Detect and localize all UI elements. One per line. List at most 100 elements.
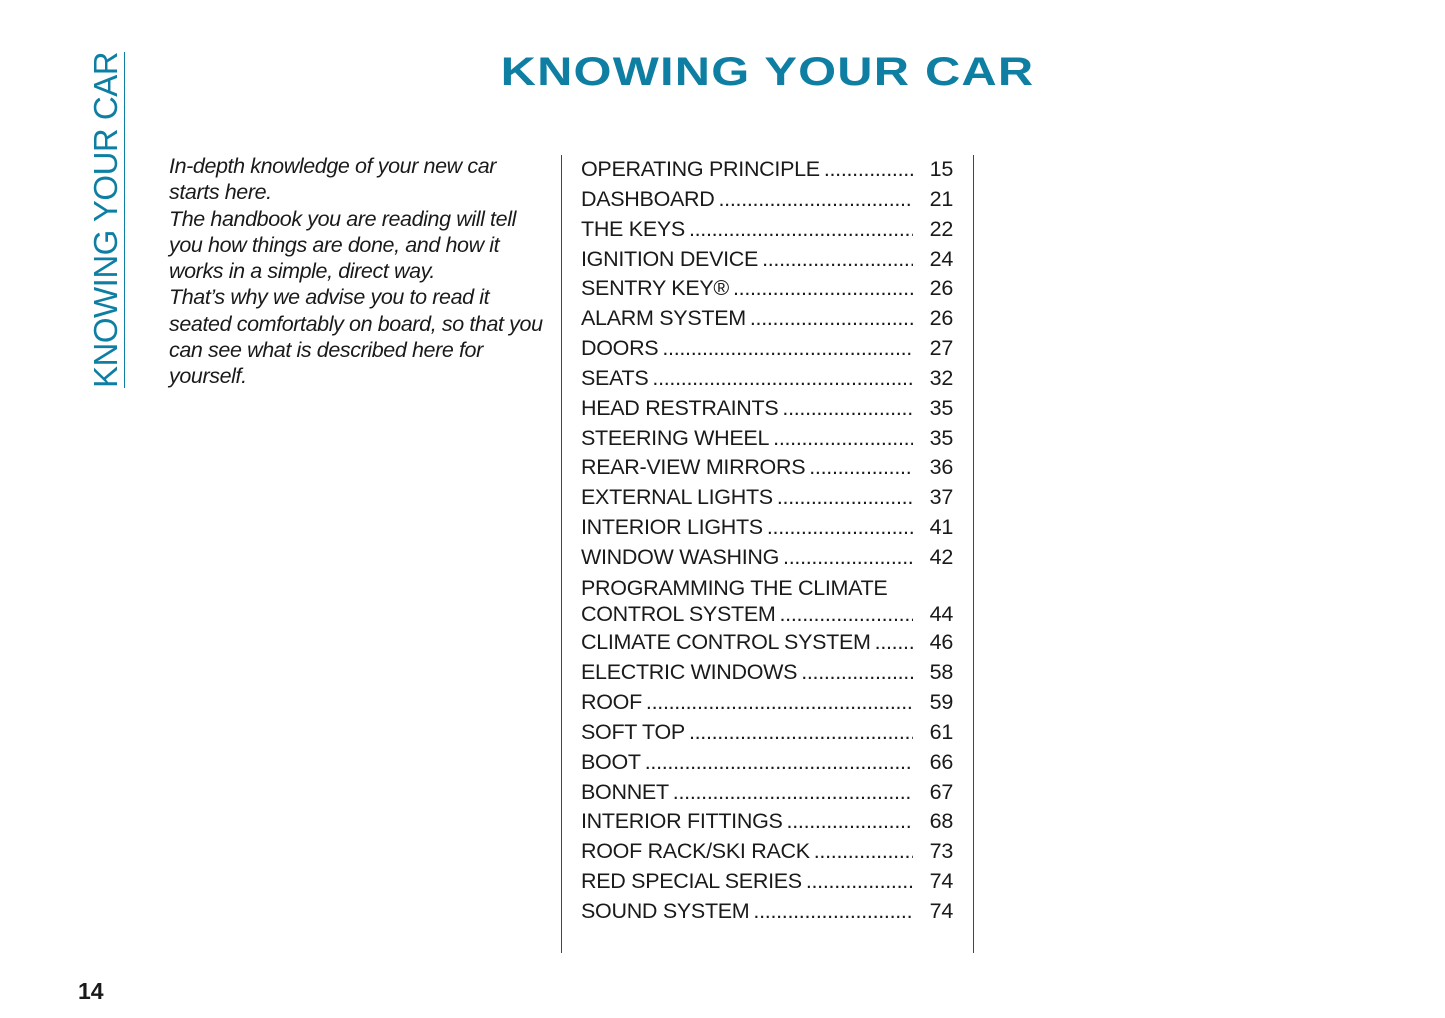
toc-leader-dots bbox=[753, 897, 913, 927]
toc-label: ROOF bbox=[581, 690, 642, 714]
toc-label: SENTRY KEY® bbox=[581, 276, 729, 301]
toc-label: INTERIOR FITTINGS bbox=[581, 809, 783, 834]
toc-label: OPERATING PRINCIPLE bbox=[581, 157, 820, 181]
toc-leader-dots bbox=[787, 807, 913, 837]
toc-leader-dots bbox=[824, 155, 913, 185]
toc-entry[interactable]: INTERIOR FITTINGS 68 bbox=[581, 807, 953, 837]
toc-leader-dots bbox=[783, 543, 913, 573]
toc-label: RED SPECIAL SERIES bbox=[581, 869, 802, 894]
toc-page: 15 bbox=[929, 157, 954, 181]
toc-label: STEERING WHEEL bbox=[581, 425, 770, 450]
toc-entry[interactable]: SENTRY KEY® 26 bbox=[581, 274, 953, 304]
toc-entry[interactable]: RED SPECIAL SERIES 74 bbox=[581, 867, 953, 897]
toc-entry[interactable]: OPERATING PRINCIPLE 15 bbox=[581, 155, 953, 185]
toc-label: EXTERNAL LIGHTS bbox=[581, 485, 773, 510]
toc-label: SEATS bbox=[581, 365, 649, 390]
toc-page: 35 bbox=[929, 395, 954, 420]
toc-entry[interactable]: DASHBOARD 21 bbox=[581, 185, 953, 215]
toc-entry[interactable]: SOUND SYSTEM 74 bbox=[581, 897, 953, 927]
toc-entry[interactable]: ROOF 59 bbox=[581, 688, 953, 718]
toc-page: 35 bbox=[929, 425, 954, 450]
toc-entry[interactable]: BOOT 66 bbox=[581, 748, 953, 778]
toc-leader-dots bbox=[750, 304, 913, 334]
toc-leader-dots bbox=[767, 513, 913, 543]
toc-entry[interactable]: STEERING WHEEL 35 bbox=[581, 424, 953, 454]
page-title: KNOWING YOUR CAR bbox=[500, 50, 1035, 94]
divider-right bbox=[973, 155, 974, 953]
toc-leader-dots bbox=[809, 453, 913, 483]
side-tab: KNOWING YOUR CAR bbox=[87, 51, 125, 388]
divider-left bbox=[561, 155, 562, 953]
toc-label: INTERIOR LIGHTS bbox=[581, 515, 763, 540]
toc-label: THE KEYS bbox=[581, 216, 685, 241]
toc-label: DOORS bbox=[581, 336, 659, 361]
toc-label: ALARM SYSTEM bbox=[581, 306, 746, 331]
toc-entry[interactable]: SOFT TOP 61 bbox=[581, 718, 953, 748]
toc-label: CLIMATE CONTROL SYSTEM bbox=[581, 630, 871, 655]
toc-entry[interactable]: EXTERNAL LIGHTS 37 bbox=[581, 483, 953, 513]
toc-page: 68 bbox=[929, 809, 954, 834]
toc-label: BONNET bbox=[581, 779, 669, 804]
toc-entry[interactable]: CLIMATE CONTROL SYSTEM 46 bbox=[581, 628, 953, 658]
toc-page: 73 bbox=[929, 839, 954, 864]
toc-entry[interactable]: INTERIOR LIGHTS 41 bbox=[581, 513, 953, 543]
toc-page: 66 bbox=[929, 749, 954, 774]
toc-leader-dots bbox=[773, 424, 913, 454]
toc-entry[interactable]: HEAD RESTRAINTS 35 bbox=[581, 394, 953, 424]
toc-page: 21 bbox=[929, 186, 954, 211]
toc-entry[interactable]: ROOF RACK/SKI RACK 73 bbox=[581, 837, 953, 867]
toc-page: 67 bbox=[929, 779, 954, 804]
toc-entry[interactable]: THE KEYS 22 bbox=[581, 215, 953, 245]
toc-page: 32 bbox=[929, 365, 954, 390]
intro-paragraph: The handbook you are reading will tell y… bbox=[169, 206, 516, 284]
toc-leader-dots bbox=[645, 748, 913, 778]
toc-page: 36 bbox=[929, 455, 954, 480]
toc-label: BOOT bbox=[581, 749, 641, 774]
toc-page: 61 bbox=[929, 719, 954, 744]
toc-leader-dots bbox=[689, 718, 913, 748]
toc-entry[interactable]: REAR-VIEW MIRRORS 36 bbox=[581, 453, 953, 483]
toc-entry[interactable]: ALARM SYSTEM 26 bbox=[581, 304, 953, 334]
toc-leader-dots bbox=[662, 334, 913, 364]
toc-entry[interactable]: ELECTRIC WINDOWS 58 bbox=[581, 658, 953, 688]
toc-label: PROGRAMMING THE CLIMATE bbox=[581, 575, 888, 600]
toc-entry[interactable]: SEATS 32 bbox=[581, 364, 953, 394]
toc-page: 41 bbox=[929, 515, 954, 540]
toc-label: DASHBOARD bbox=[581, 186, 715, 211]
intro-text: In-depth knowledge of your new car start… bbox=[169, 153, 549, 390]
toc-entry[interactable]: DOORS 27 bbox=[581, 334, 953, 364]
toc-label: ELECTRIC WINDOWS bbox=[581, 660, 798, 685]
toc-label: SOFT TOP bbox=[581, 719, 685, 744]
toc-page: 42 bbox=[929, 544, 954, 569]
page-number: 14 bbox=[78, 978, 104, 1004]
toc-label: ROOF RACK/SKI RACK bbox=[581, 839, 810, 864]
toc-leader-dots bbox=[875, 628, 913, 658]
toc-leader-dots bbox=[814, 837, 913, 867]
toc-label: IGNITION DEVICE bbox=[581, 246, 759, 271]
toc-leader-dots bbox=[689, 215, 913, 245]
toc-page: 26 bbox=[929, 306, 954, 331]
toc-entry[interactable]: PROGRAMMING THE CLIMATE CONTROL SYSTEM 44 bbox=[581, 575, 953, 629]
intro-paragraph: That’s why we advise you to read it seat… bbox=[169, 285, 543, 389]
toc-entry[interactable]: WINDOW WASHING 42 bbox=[581, 543, 953, 573]
toc-page: 26 bbox=[929, 276, 954, 301]
toc-page: 58 bbox=[929, 660, 954, 685]
table-of-contents: OPERATING PRINCIPLE 15 DASHBOARD 21 THE KEYS… bbox=[581, 155, 953, 927]
toc-entry[interactable]: IGNITION DEVICE 24 bbox=[581, 245, 953, 275]
toc-label: HEAD RESTRAINTS bbox=[581, 395, 779, 420]
side-tab-label: KNOWING YOUR CAR bbox=[87, 51, 124, 388]
toc-leader-dots bbox=[780, 601, 914, 627]
toc-leader-dots bbox=[646, 688, 913, 718]
toc-leader-dots bbox=[719, 185, 914, 215]
toc-page: 27 bbox=[929, 336, 954, 361]
toc-page: 22 bbox=[929, 216, 954, 241]
toc-leader-dots bbox=[673, 778, 913, 808]
toc-leader-dots bbox=[782, 394, 913, 424]
toc-page: 59 bbox=[929, 690, 954, 714]
toc-leader-dots bbox=[777, 483, 913, 513]
toc-label-continued: CONTROL SYSTEM bbox=[581, 601, 776, 626]
toc-entry[interactable]: BONNET 67 bbox=[581, 778, 953, 808]
toc-page: 46 bbox=[929, 630, 954, 655]
toc-label: WINDOW WASHING bbox=[581, 544, 780, 569]
toc-leader-dots bbox=[733, 274, 913, 304]
